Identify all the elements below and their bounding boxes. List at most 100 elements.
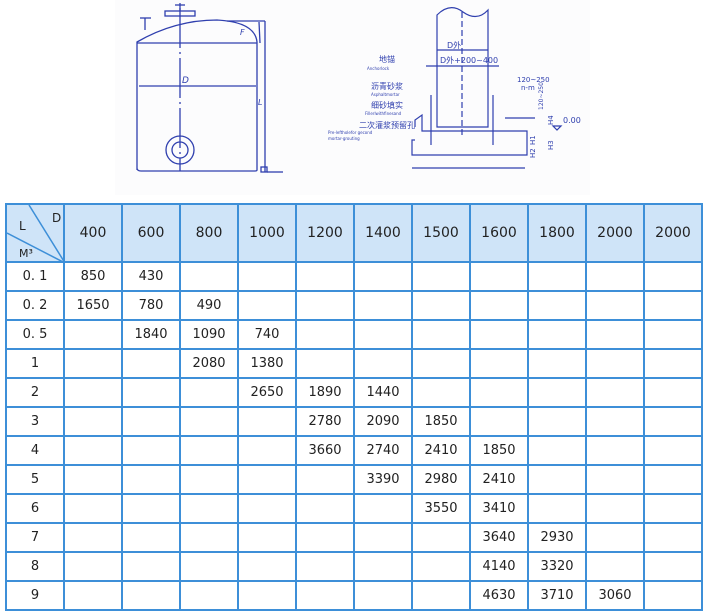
label-h3: H3: [547, 140, 555, 150]
length-cell: [121, 580, 181, 611]
length-cell: [295, 290, 355, 321]
length-cell: [179, 493, 239, 524]
length-cell: 850: [63, 261, 123, 292]
length-cell: [295, 319, 355, 350]
length-cell: 1650: [63, 290, 123, 321]
column-header: 2000: [643, 203, 703, 263]
length-cell: [411, 580, 471, 611]
diagonal-lines: [7, 205, 65, 263]
label-grout: 二次灌浆预留孔: [359, 120, 415, 130]
length-cell: 490: [179, 290, 239, 321]
length-cell: [527, 319, 587, 350]
label-base-width: D外+200~400: [440, 55, 498, 65]
length-cell: 2980: [411, 464, 471, 495]
length-cell: 1890: [295, 377, 355, 408]
label-l: L: [258, 98, 262, 107]
length-cell: [63, 522, 123, 553]
length-cell: 740: [237, 319, 297, 350]
length-cell: [63, 580, 123, 611]
table-row: 4 3660 2740 2410 1850: [5, 435, 703, 466]
length-cell: 3410: [469, 493, 529, 524]
table-row: 7 3640 2930: [5, 522, 703, 553]
dimension-table: L D M³ 400 600 800 1000 1200 1400 1500 1600 1800…: [5, 203, 703, 611]
table-row: 0. 1 850 430: [5, 261, 703, 292]
length-cell: 2090: [353, 406, 413, 437]
length-cell: [585, 435, 645, 466]
length-cell: [237, 261, 297, 292]
length-cell: 2650: [237, 377, 297, 408]
length-cell: [179, 435, 239, 466]
length-cell: [63, 319, 123, 350]
label-grout-en1: Pre-leftholefor gecond: [328, 130, 373, 135]
length-cell: 3640: [469, 522, 529, 553]
length-cell: [121, 551, 181, 582]
length-cell: [469, 319, 529, 350]
length-cell: 3060: [585, 580, 645, 611]
column-header: 600: [121, 203, 181, 263]
length-cell: 3550: [411, 493, 471, 524]
length-cell: [469, 377, 529, 408]
length-cell: [411, 551, 471, 582]
length-cell: [121, 522, 181, 553]
table-row: 0. 2 1650 780 490: [5, 290, 703, 321]
volume-cell: 0. 1: [5, 261, 65, 292]
label-asphalt-en: Asphaltmortar: [371, 92, 400, 97]
length-cell: [643, 406, 703, 437]
length-cell: [63, 493, 123, 524]
table-row: 0. 5 1840 1090 740: [5, 319, 703, 350]
length-cell: 4140: [469, 551, 529, 582]
length-cell: [63, 406, 123, 437]
length-cell: [411, 261, 471, 292]
label-h2: H2: [529, 148, 537, 158]
length-cell: [527, 261, 587, 292]
length-cell: [237, 435, 297, 466]
length-cell: [527, 464, 587, 495]
tank-drawing: D F L: [136, 3, 283, 173]
length-cell: [643, 348, 703, 379]
length-cell: [179, 522, 239, 553]
length-cell: [527, 406, 587, 437]
table-row: 6 3550 3410: [5, 493, 703, 524]
length-cell: 2930: [527, 522, 587, 553]
length-cell: [643, 493, 703, 524]
length-cell: 2080: [179, 348, 239, 379]
length-cell: 3320: [527, 551, 587, 582]
length-cell: [585, 493, 645, 524]
length-cell: [585, 464, 645, 495]
length-cell: [179, 551, 239, 582]
table-header-row: L D M³ 400 600 800 1000 1200 1400 1500 1600 1800…: [5, 203, 703, 263]
length-cell: [527, 377, 587, 408]
table-row: 8 4140 3320: [5, 551, 703, 582]
length-cell: 3390: [353, 464, 413, 495]
length-cell: [63, 551, 123, 582]
length-cell: [63, 377, 123, 408]
length-cell: [643, 290, 703, 321]
length-cell: [527, 348, 587, 379]
length-cell: [411, 377, 471, 408]
length-cell: [585, 377, 645, 408]
length-cell: 1380: [237, 348, 297, 379]
table-row: 9 4630 3710 3060: [5, 580, 703, 611]
length-cell: [411, 522, 471, 553]
length-cell: [295, 348, 355, 379]
length-cell: [585, 522, 645, 553]
length-cell: 2410: [469, 464, 529, 495]
length-cell: 1840: [121, 319, 181, 350]
length-cell: [179, 464, 239, 495]
length-cell: [411, 348, 471, 379]
volume-cell: 0. 5: [5, 319, 65, 350]
length-cell: 1850: [469, 435, 529, 466]
length-cell: [469, 261, 529, 292]
column-header: 1000: [237, 203, 297, 263]
length-cell: [585, 319, 645, 350]
label-asphalt: 沥青砂浆: [371, 81, 403, 91]
length-cell: [411, 290, 471, 321]
length-cell: [295, 493, 355, 524]
length-cell: [353, 551, 413, 582]
length-cell: [643, 464, 703, 495]
corner-l: L: [19, 219, 26, 233]
label-h4: H4: [547, 115, 555, 125]
length-cell: [353, 319, 413, 350]
length-cell: [585, 406, 645, 437]
length-cell: [353, 348, 413, 379]
